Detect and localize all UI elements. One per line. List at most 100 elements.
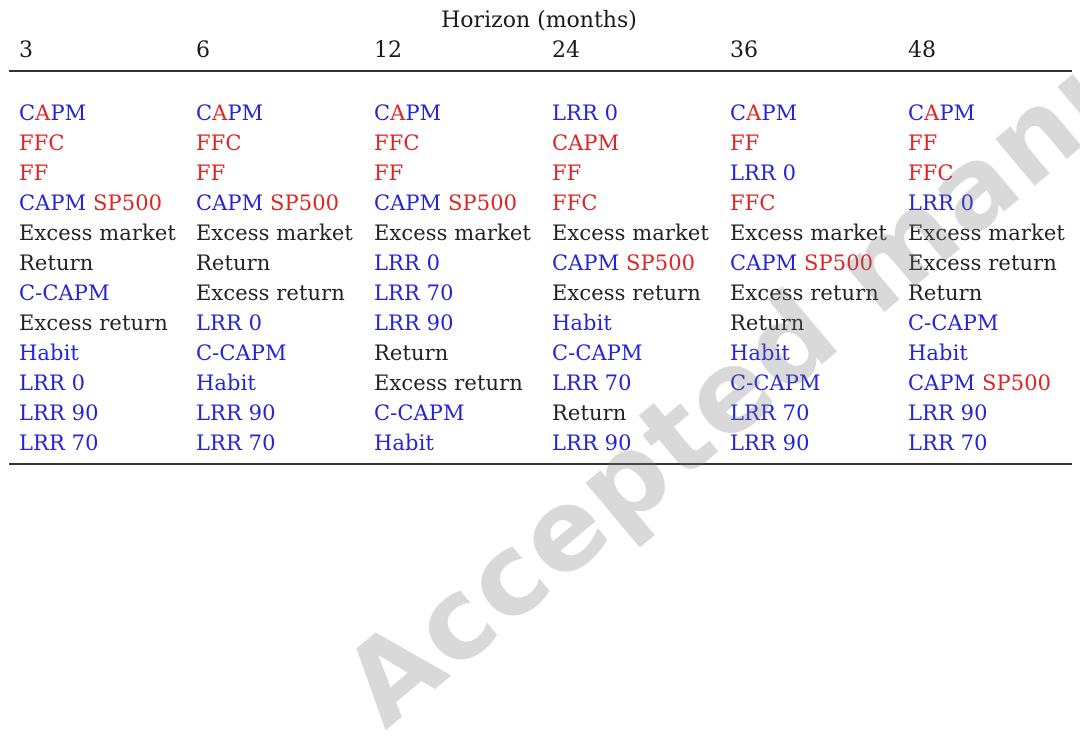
cell-text-segment: CAPM — [908, 371, 983, 395]
table-cell: CAPM SP500 — [552, 248, 709, 278]
table-cell: LRR 70 — [730, 398, 887, 428]
table-cell: Habit — [196, 368, 353, 398]
table-cell: CAPM — [196, 98, 353, 128]
cell-text-segment: LRR 70 — [908, 431, 988, 455]
cell-text-segment: SP500 — [448, 191, 518, 215]
table-cell: Return — [196, 248, 353, 278]
cell-text-segment: FF — [730, 131, 760, 155]
table-cell: LRR 90 — [908, 398, 1065, 428]
cell-text-segment: C-CAPM — [196, 341, 287, 365]
cell-text-segment: Habit — [908, 341, 968, 365]
table-cell: Excess market — [374, 218, 531, 248]
cell-text-segment: C — [374, 101, 391, 125]
table-cell: Excess return — [730, 278, 887, 308]
cell-text-segment: LRR 90 — [374, 311, 454, 335]
table-cell: FFC — [730, 188, 887, 218]
cell-text-segment: C — [908, 101, 925, 125]
table-cell: Return — [908, 278, 1065, 308]
table-cell: LRR 70 — [196, 428, 353, 458]
horizon-super-header: Horizon (months) — [441, 8, 637, 33]
cell-text-segment: CAPM — [196, 191, 271, 215]
table-cell: LRR 70 — [552, 368, 709, 398]
table-cell: LRR 90 — [19, 398, 176, 428]
cell-text-segment: LRR 0 — [374, 251, 441, 275]
cell-text-segment: CAPM — [552, 251, 627, 275]
cell-text-segment: LRR 70 — [552, 371, 632, 395]
column-header-12: 12 — [374, 38, 402, 63]
cell-text-segment: A — [390, 101, 406, 125]
cell-text-segment: Return — [730, 311, 805, 335]
cell-text-segment: FFC — [19, 131, 65, 155]
cell-text-segment: C — [730, 101, 747, 125]
cell-text-segment: Return — [196, 251, 271, 275]
cell-text-segment: C — [19, 101, 36, 125]
cell-text-segment: LRR 90 — [552, 431, 632, 455]
cell-text-segment: C-CAPM — [908, 311, 999, 335]
table-cell: LRR 0 — [19, 368, 176, 398]
table-cell: LRR 0 — [552, 98, 709, 128]
table-cell: CAPM SP500 — [19, 188, 176, 218]
cell-text-segment: FF — [908, 131, 938, 155]
table-cell: C-CAPM — [374, 398, 531, 428]
cell-text-segment: LRR 0 — [908, 191, 975, 215]
cell-text-segment: Excess return — [374, 371, 523, 395]
table-cell: FFC — [196, 128, 353, 158]
table-cell: FFC — [908, 158, 1065, 188]
cell-text-segment: LRR 0 — [196, 311, 263, 335]
table-cell: FF — [908, 128, 1065, 158]
cell-text-segment: LRR 90 — [730, 431, 810, 455]
column-header-3: 3 — [19, 38, 33, 63]
table-cell: LRR 70 — [374, 278, 531, 308]
cell-text-segment: C-CAPM — [374, 401, 465, 425]
table-cell: C-CAPM — [730, 368, 887, 398]
column-header-row: 3 6 12 24 36 48 — [0, 38, 1080, 68]
table-cell: LRR 0 — [908, 188, 1065, 218]
cell-text-segment: CAPM — [730, 251, 805, 275]
cell-text-segment: Habit — [19, 341, 79, 365]
cell-text-segment: LRR 0 — [19, 371, 86, 395]
table-cell: CAPM — [730, 98, 887, 128]
table-cell: Habit — [552, 308, 709, 338]
table-cell: Excess return — [196, 278, 353, 308]
cell-text-segment: CAPM — [19, 191, 94, 215]
header-rule — [9, 70, 1072, 72]
cell-text-segment: Habit — [196, 371, 256, 395]
table-cell: FF — [552, 158, 709, 188]
table-cell: Excess market — [196, 218, 353, 248]
column-header-36: 36 — [730, 38, 758, 63]
table-cell: Excess return — [19, 308, 176, 338]
cell-text-segment: Habit — [552, 311, 612, 335]
cell-text-segment: C-CAPM — [730, 371, 821, 395]
table-cell: CAPM SP500 — [374, 188, 531, 218]
table-cell: FFC — [374, 128, 531, 158]
column-header-24: 24 — [552, 38, 580, 63]
cell-text-segment: A — [35, 101, 51, 125]
cell-text-segment: Excess return — [196, 281, 345, 305]
table-cell: Habit — [374, 428, 531, 458]
cell-text-segment: PM — [405, 101, 442, 125]
table-cell: Excess market — [908, 218, 1065, 248]
cell-text-segment: LRR 70 — [374, 281, 454, 305]
cell-text-segment: LRR 90 — [196, 401, 276, 425]
cell-text-segment: A — [212, 101, 228, 125]
cell-text-segment: CAPM — [374, 191, 449, 215]
cell-text-segment: Return — [374, 341, 449, 365]
column-header-48: 48 — [908, 38, 936, 63]
cell-text-segment: LRR 70 — [196, 431, 276, 455]
ranking-table: Horizon (months) 3 6 12 24 36 48 CAPM FFC… — [0, 8, 1080, 465]
cell-text-segment: LRR 70 — [19, 431, 99, 455]
table-cell: CAPM — [374, 98, 531, 128]
cell-text-segment: FFC — [196, 131, 242, 155]
cell-text-segment: LRR 70 — [730, 401, 810, 425]
cell-text-segment: C-CAPM — [552, 341, 643, 365]
column-3: CAPM FFC FF CAPM SP500 Excess market Return C-… — [19, 98, 176, 458]
table-cell: FFC — [19, 128, 176, 158]
table-cell: LRR 90 — [730, 428, 887, 458]
cell-text-segment: Return — [19, 251, 94, 275]
cell-text-segment: SP500 — [804, 251, 874, 275]
table-cell: CAPM SP500 — [908, 368, 1065, 398]
cell-text-segment: FFC — [374, 131, 420, 155]
cell-text-segment: FF — [374, 161, 404, 185]
table-cell: LRR 90 — [374, 308, 531, 338]
cell-text-segment: FFC — [730, 191, 776, 215]
